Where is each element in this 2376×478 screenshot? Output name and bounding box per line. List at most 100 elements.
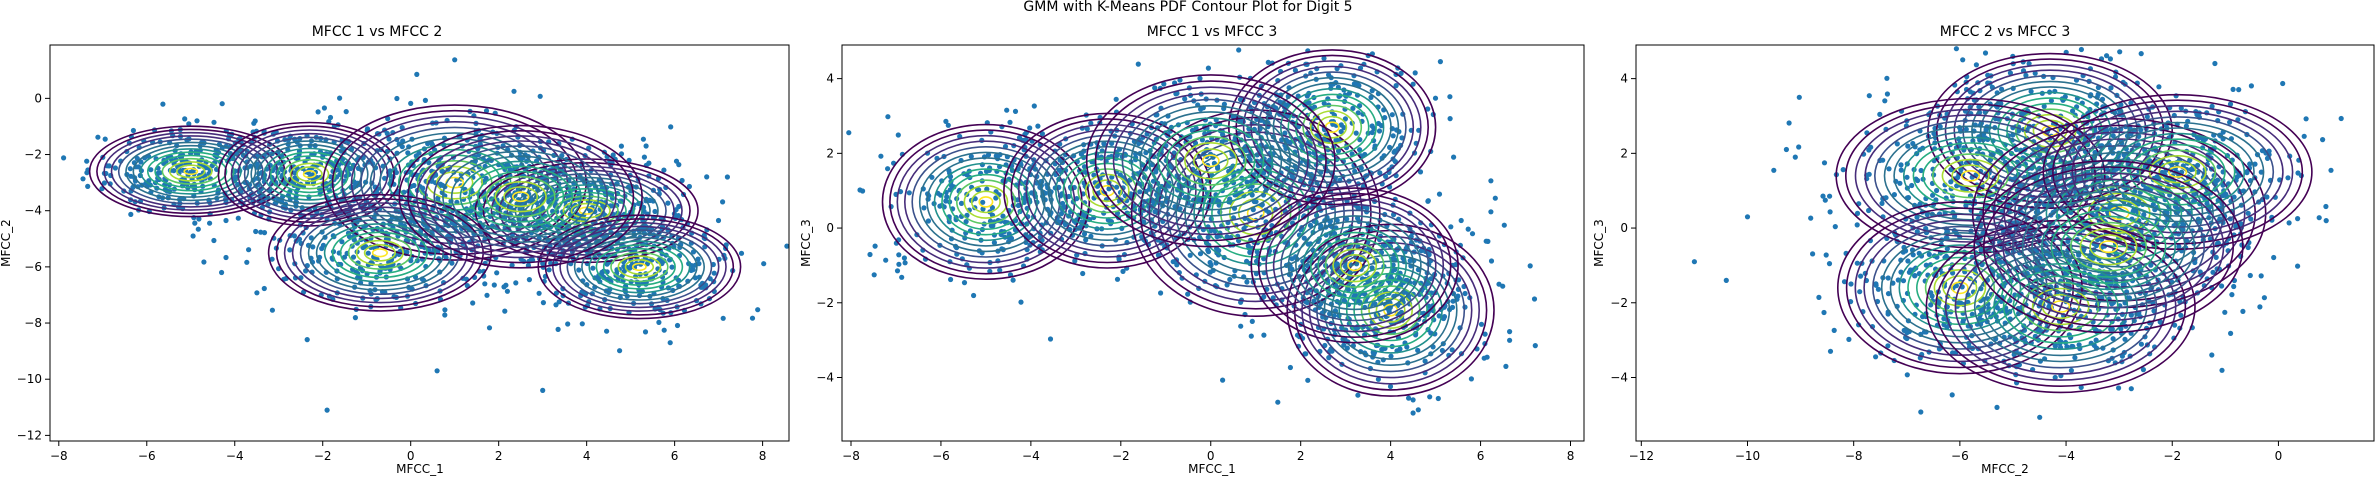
scatter-point: [2229, 292, 2235, 298]
scatter-point: [993, 195, 999, 201]
scatter-point: [439, 182, 446, 188]
scatter-point: [641, 208, 647, 214]
scatter-point: [509, 262, 515, 268]
contour-line: [407, 129, 635, 264]
scatter-point: [211, 119, 217, 125]
contour-line: [371, 248, 389, 258]
contour-line: [289, 162, 330, 186]
scatter-point: [1453, 262, 1459, 268]
scatter-point: [1265, 59, 1271, 65]
contour-line: [224, 125, 395, 223]
scatter-point: [1450, 298, 1456, 304]
contour-line: [269, 151, 349, 197]
scatter-point: [1117, 172, 1123, 178]
scatter-point: [1080, 270, 1086, 277]
scatter-point: [127, 166, 133, 172]
scatter-point: [1060, 200, 1066, 207]
scatter-point: [1024, 221, 1030, 227]
scatter-point: [196, 216, 202, 222]
scatter-point: [468, 208, 474, 214]
subplot-title: MFCC 1 vs MFCC 2: [312, 24, 443, 40]
scatter-point: [1254, 249, 1260, 255]
contour-line: [283, 202, 476, 304]
scatter-point: [484, 292, 490, 298]
scatter-point: [1492, 195, 1498, 201]
scatter-point: [617, 348, 623, 354]
scatter-point: [1388, 353, 1394, 359]
scatter-point: [1953, 46, 1959, 52]
contour-line: [559, 225, 720, 309]
scatter-point: [546, 267, 552, 273]
scatter-point: [980, 206, 986, 212]
scatter-point: [148, 167, 154, 173]
scatter-point: [1197, 75, 1203, 81]
scatter-point: [958, 200, 965, 206]
scatter-point: [1305, 377, 1311, 383]
scatter-point: [669, 264, 675, 270]
scatter-point: [1481, 355, 1487, 361]
scatter-point: [1465, 226, 1471, 232]
contour-line: [296, 166, 323, 183]
contour-line: [602, 247, 676, 286]
scatter-point: [1879, 200, 1885, 206]
scatter-point: [901, 255, 908, 261]
scatter-point: [1926, 251, 1932, 257]
scatter-point: [1415, 407, 1421, 413]
scatter-point: [643, 143, 649, 149]
scatter-point: [668, 124, 674, 130]
scatter-point: [1341, 297, 1347, 303]
scatter-point: [1435, 395, 1441, 402]
scatter-point: [1114, 276, 1121, 282]
scatter-point: [1113, 96, 1119, 102]
scatter-point: [352, 315, 358, 321]
scatter-point: [2209, 352, 2215, 358]
y-tick-label: −12: [17, 428, 42, 442]
scatter-point: [343, 109, 349, 115]
x-axis-label: MFCC_1: [1188, 462, 1236, 476]
scatter-point: [1904, 174, 1910, 180]
scatter-point: [1243, 147, 1249, 154]
scatter-point: [1088, 120, 1094, 126]
scatter-point: [1261, 332, 1267, 338]
contour-line: [307, 214, 452, 291]
contour-line: [416, 135, 626, 259]
contour-line: [176, 164, 206, 179]
scatter-point: [1170, 259, 1176, 265]
scatter-point: [604, 328, 610, 334]
scatter-point: [1821, 160, 1828, 166]
contour-line: [283, 158, 336, 190]
scatter-point: [1004, 107, 1010, 113]
scatter-point: [254, 290, 260, 296]
scatter-point: [414, 71, 420, 77]
scatter-point: [1387, 383, 1394, 390]
scatter-point: [201, 259, 207, 265]
scatter-point: [1084, 126, 1090, 132]
scatter-point: [491, 282, 497, 288]
scatter-point: [1141, 219, 1147, 225]
scatter-point: [1410, 397, 1416, 403]
scatter-point: [261, 285, 267, 292]
scatter-point: [1158, 290, 1164, 296]
scatter-point: [1301, 235, 1307, 241]
scatter-point: [1417, 169, 1424, 175]
scatter-point: [1114, 184, 1120, 190]
scatter-point: [2212, 60, 2218, 67]
scatter-point: [2301, 133, 2307, 139]
scatter-point: [1244, 279, 1250, 285]
scatter-point: [1973, 62, 1979, 68]
scatter-point: [339, 239, 345, 245]
scatter-point: [1199, 137, 1205, 143]
subplot-marks: [846, 47, 1538, 416]
scatter-point: [540, 387, 546, 393]
contour-line: [168, 161, 213, 182]
scatter-point: [696, 261, 702, 267]
scatter-point: [1884, 91, 1890, 97]
scatter-point: [641, 154, 648, 160]
scatter-point: [365, 250, 371, 256]
contour-line: [610, 251, 669, 283]
scatter-point: [1216, 248, 1222, 254]
contour-line: [315, 218, 445, 287]
scatter-point: [1507, 329, 1513, 335]
contour-line: [581, 236, 698, 298]
scatter-point: [1321, 55, 1327, 61]
